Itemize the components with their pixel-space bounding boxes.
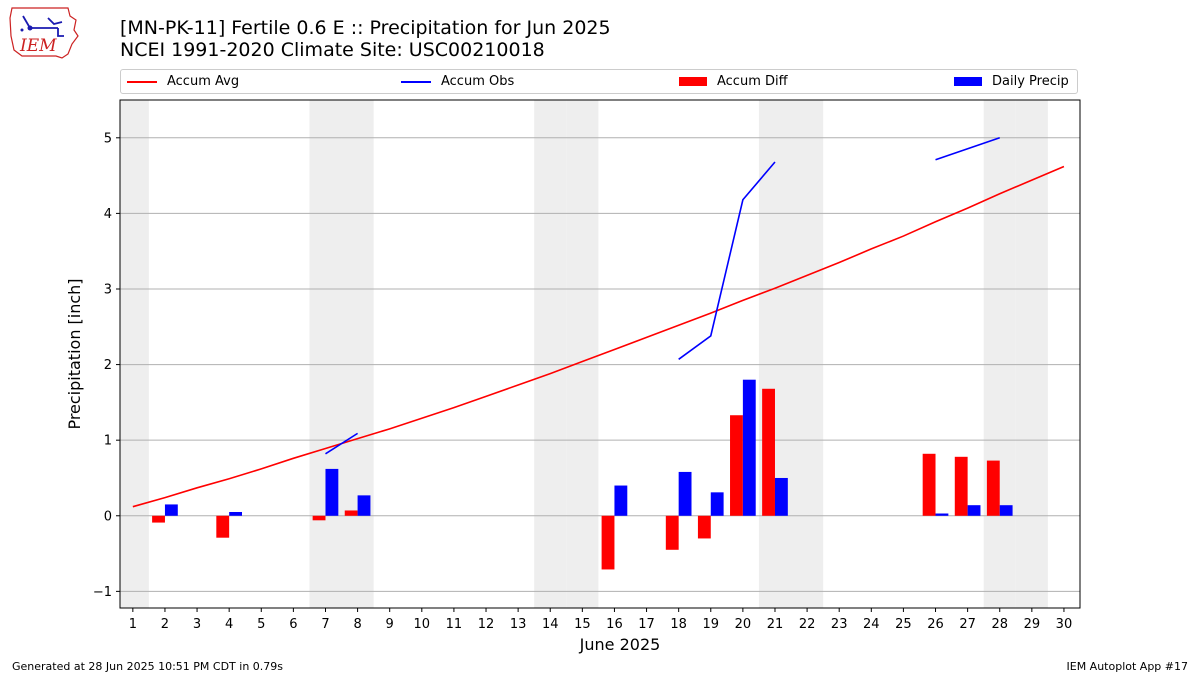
weekend-band (791, 100, 824, 608)
y-tick-label: 2 (104, 358, 112, 373)
chart-title: [MN-PK-11] Fertile 0.6 E :: Precipitatio… (120, 17, 611, 39)
accum-diff-bar (986, 460, 1000, 516)
x-tick-label: 10 (414, 617, 431, 632)
x-tick-label: 12 (478, 617, 495, 632)
daily-precip-bar (710, 492, 724, 516)
daily-precip-bar (935, 513, 949, 516)
y-tick-label: 5 (104, 131, 112, 146)
x-tick-label: 8 (353, 617, 361, 632)
accum-diff-bar (697, 515, 711, 539)
plot-frame (119, 99, 1081, 609)
weekend-band (341, 100, 374, 608)
daily-precip-bar (774, 477, 788, 516)
accum-obs-line (935, 137, 1000, 161)
legend-label-accum-avg: Accum Avg (167, 74, 240, 89)
accum-obs-line (325, 432, 359, 455)
daily-precip-bar (678, 471, 692, 516)
accum-diff-bar (922, 453, 936, 516)
y-tick-label: 0 (104, 509, 112, 524)
daily-precip-bar (742, 379, 756, 516)
weekend-band (758, 100, 792, 608)
generated-timestamp: Generated at 28 Jun 2025 10:51 PM CDT in… (12, 660, 284, 673)
x-tick-label: 1 (129, 617, 137, 632)
accum-diff-bar (601, 515, 615, 570)
accum-diff-bar (730, 415, 743, 516)
x-tick-label: 24 (863, 617, 880, 632)
accum-diff-bar (762, 388, 775, 516)
daily-precip-bar (164, 504, 178, 516)
x-tick-label: 15 (574, 617, 591, 632)
x-tick-label: 30 (1056, 617, 1073, 632)
chart-legend: Accum Avg Accum Obs Accum Diff Daily Pre… (120, 69, 1078, 94)
x-tick-label: 29 (1024, 617, 1041, 632)
weekend-band (534, 100, 567, 608)
x-tick-label: 20 (735, 617, 752, 632)
accum-diff-bar (954, 456, 968, 516)
svg-text:IEM: IEM (19, 36, 57, 56)
accum-obs-line (678, 161, 776, 360)
x-tick-label: 16 (606, 617, 623, 632)
daily-precip-bar (357, 495, 371, 516)
x-tick-label: 7 (321, 617, 329, 632)
accum-diff-bar (312, 515, 326, 521)
app-credit: IEM Autoplot App #17 (1066, 660, 1189, 673)
x-tick-label: 22 (799, 617, 816, 632)
iem-logo: IEM (9, 7, 79, 59)
accum-diff-bar (344, 510, 358, 516)
y-tick-label: 3 (104, 282, 112, 297)
chart-subtitle: NCEI 1991-2020 Climate Site: USC00210018 (120, 39, 545, 61)
x-tick-label: 25 (895, 617, 912, 632)
x-tick-label: 28 (991, 617, 1008, 632)
legend-label-daily-precip: Daily Precip (992, 74, 1069, 89)
x-tick-label: 11 (446, 617, 463, 632)
x-tick-label: 18 (670, 617, 687, 632)
x-tick-label: 26 (927, 617, 944, 632)
legend-swatch-accum-diff (679, 77, 707, 86)
x-tick-label: 2 (161, 617, 169, 632)
legend-item-daily-precip: Daily Precip (954, 70, 1069, 93)
legend-label-accum-obs: Accum Obs (441, 74, 515, 89)
x-tick-label: 5 (257, 617, 265, 632)
daily-precip-bar (325, 468, 339, 516)
accum-avg-line (132, 165, 1065, 508)
x-axis-label: June 2025 (579, 635, 661, 654)
weekend-band (120, 100, 149, 608)
y-tick-label: 1 (104, 434, 112, 449)
legend-item-accum-obs: Accum Obs (401, 70, 514, 93)
weekend-band (566, 100, 599, 608)
weekend-band (309, 100, 342, 608)
y-tick-label: 4 (104, 207, 112, 222)
x-tick-label: 21 (767, 617, 784, 632)
x-tick-label: 6 (289, 617, 297, 632)
x-tick-label: 14 (542, 617, 559, 632)
x-tick-label: 27 (959, 617, 976, 632)
daily-precip-bar (999, 505, 1013, 516)
x-tick-label: 3 (193, 617, 201, 632)
legend-item-accum-diff: Accum Diff (679, 70, 788, 93)
x-tick-label: 4 (225, 617, 233, 632)
legend-swatch-accum-avg (127, 80, 157, 83)
accum-diff-bar (152, 515, 165, 523)
y-tick-label: −1 (93, 585, 112, 600)
accum-diff-bar (665, 515, 679, 550)
x-tick-label: 19 (702, 617, 719, 632)
weekend-band (983, 100, 1016, 608)
legend-swatch-daily-precip (954, 77, 982, 86)
y-axis-label: Precipitation [inch] (65, 278, 84, 429)
x-tick-label: 9 (386, 617, 394, 632)
x-tick-label: 17 (638, 617, 655, 632)
legend-swatch-accum-obs (401, 80, 431, 83)
daily-precip-bar (614, 485, 628, 516)
accum-diff-bar (216, 515, 230, 538)
x-tick-label: 13 (510, 617, 527, 632)
legend-item-accum-avg: Accum Avg (127, 70, 239, 93)
x-tick-label: 23 (831, 617, 848, 632)
legend-label-accum-diff: Accum Diff (717, 74, 788, 89)
daily-precip-bar (967, 505, 981, 516)
daily-precip-bar (229, 511, 243, 516)
